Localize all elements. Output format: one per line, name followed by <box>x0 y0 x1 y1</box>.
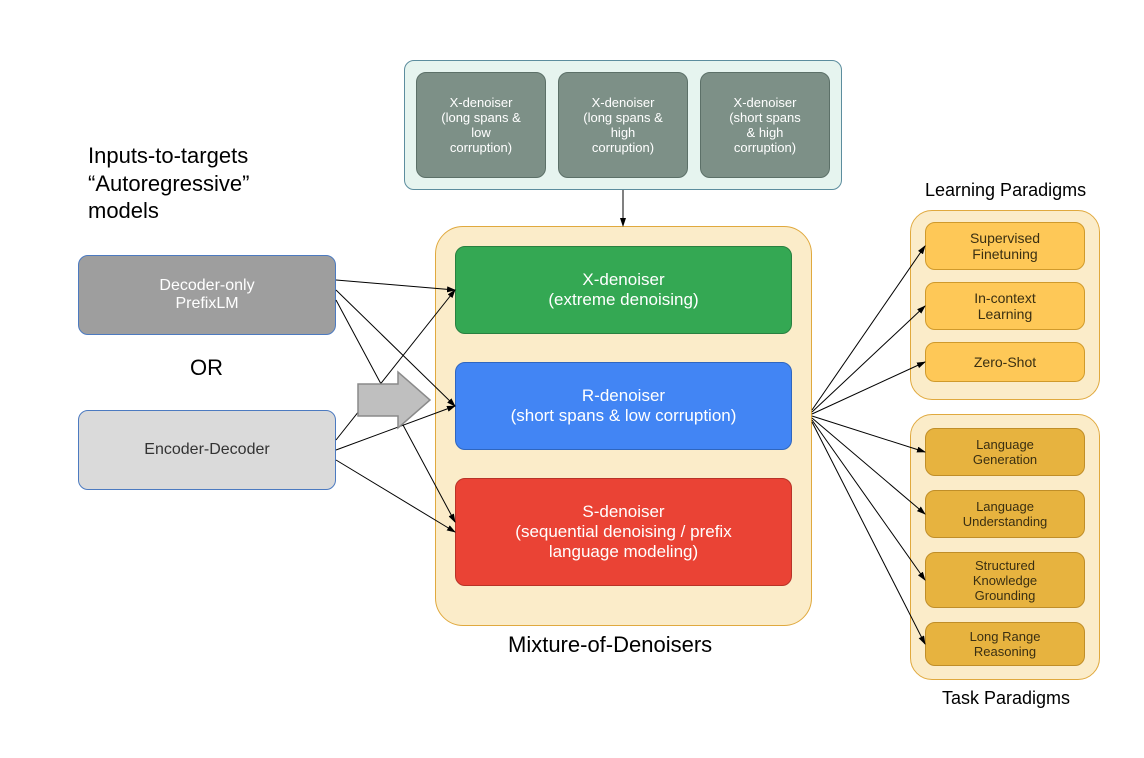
x-variant-0: X-denoiser (long spans & low corruption) <box>416 72 546 178</box>
diagram-canvas: Inputs-to-targets “Autoregressive” model… <box>0 0 1144 758</box>
learning-item-1: In-context Learning <box>925 282 1085 330</box>
x-denoiser-box: X-denoiser (extreme denoising) <box>455 246 792 334</box>
or-label: OR <box>190 355 223 381</box>
edge <box>812 422 925 644</box>
mixture-caption: Mixture-of-Denoisers <box>508 632 712 658</box>
edge <box>812 416 925 452</box>
task-item-0: Language Generation <box>925 428 1085 476</box>
task-paradigms-label: Task Paradigms <box>942 688 1070 709</box>
task-item-3: Long Range Reasoning <box>925 622 1085 666</box>
r-denoiser-box: R-denoiser (short spans & low corruption… <box>455 362 792 450</box>
edge <box>812 420 925 580</box>
x-variant-2: X-denoiser (short spans & high corruptio… <box>700 72 830 178</box>
input-models-title: Inputs-to-targets “Autoregressive” model… <box>88 142 368 225</box>
x-variant-1: X-denoiser (long spans & high corruption… <box>558 72 688 178</box>
edge <box>812 362 925 414</box>
learning-paradigms-label: Learning Paradigms <box>925 180 1086 201</box>
task-item-1: Language Understanding <box>925 490 1085 538</box>
decoder-only-box: Decoder-only PrefixLM <box>78 255 336 335</box>
s-denoiser-box: S-denoiser (sequential denoising / prefi… <box>455 478 792 586</box>
big-arrow-icon <box>358 372 430 428</box>
edge <box>812 418 925 514</box>
edge <box>812 306 925 412</box>
task-item-2: Structured Knowledge Grounding <box>925 552 1085 608</box>
encoder-decoder-box: Encoder-Decoder <box>78 410 336 490</box>
edge <box>812 246 925 410</box>
learning-item-2: Zero-Shot <box>925 342 1085 382</box>
learning-item-0: Supervised Finetuning <box>925 222 1085 270</box>
